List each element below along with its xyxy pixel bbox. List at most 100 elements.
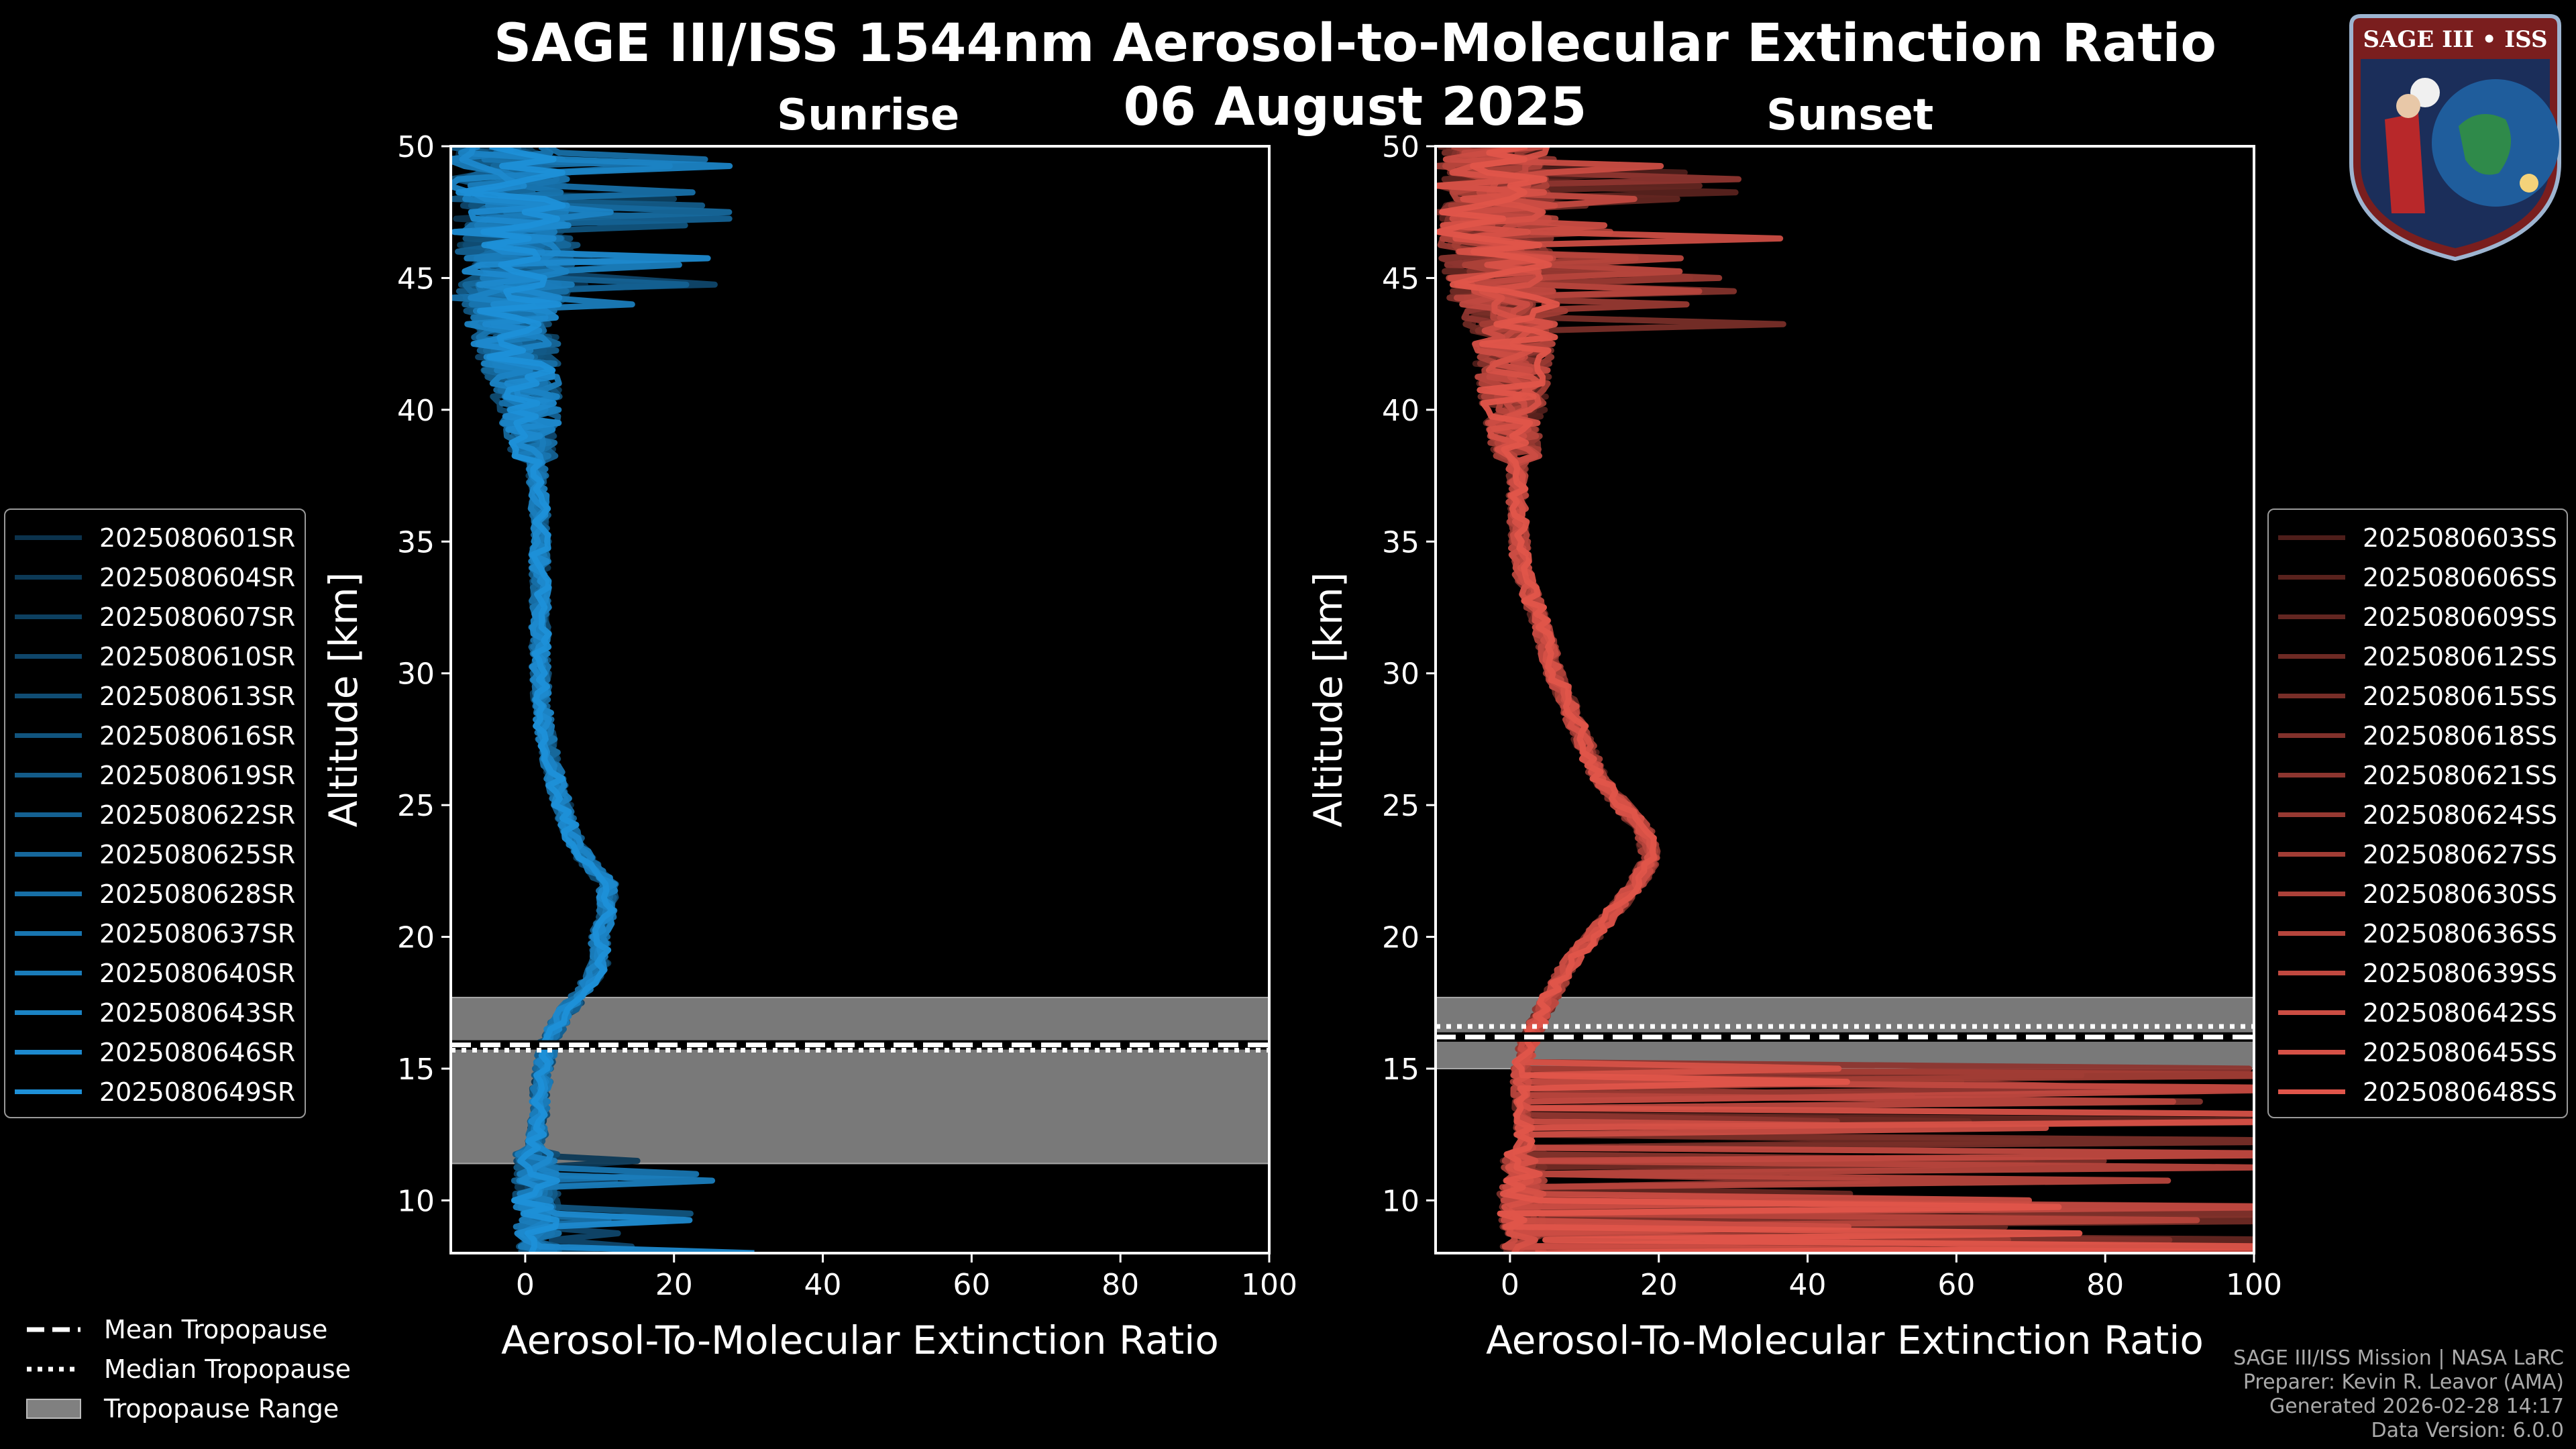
sunset-legend-swatch <box>2278 812 2345 817</box>
sunrise-y-tick-label: 45 <box>397 262 435 296</box>
sunrise-panel-title: Sunrise <box>777 91 960 140</box>
sunset-legend-label: 2025080624SS <box>2363 800 2558 830</box>
sunrise-y-axis-label: Altitude [km] <box>321 572 366 827</box>
sunset-legend-swatch <box>2278 575 2345 580</box>
logo-text: SAGE III • ISS <box>2363 26 2547 53</box>
sunset-legend-item: 2025080624SS <box>2278 795 2557 835</box>
sunrise-legend-swatch <box>15 1089 82 1094</box>
footer-line-2: Preparer: Kevin R. Leavor (AMA) <box>2243 1371 2564 1394</box>
sunrise-legend-label: 2025080649SR <box>99 1077 296 1107</box>
sunrise-legend-label: 2025080619SR <box>99 760 296 790</box>
sunrise-legend-label: 2025080628SR <box>99 879 296 909</box>
sunset-y-tick-label: 10 <box>1382 1184 1419 1218</box>
sunset-legend-label: 2025080642SS <box>2363 998 2558 1028</box>
sunrise-plot: 0 20 40 60 80 100 10 15 20 25 30 35 40 45 50 Aerosol-To… <box>321 130 1297 1363</box>
sunrise-legend-item: 2025080625SR <box>15 835 295 874</box>
sunset-y-tick-label: 15 <box>1382 1053 1419 1087</box>
sunrise-x-tick-label: 60 <box>953 1268 990 1302</box>
sunrise-y-tick-label: 10 <box>397 1184 435 1218</box>
sunset-legend-swatch <box>2278 614 2345 619</box>
sunset-legend-label: 2025080621SS <box>2363 760 2558 790</box>
sunset-x-tick-label: 20 <box>1640 1268 1678 1302</box>
sunset-x-tick-label: 0 <box>1501 1268 1519 1302</box>
sunset-legend-label: 2025080603SS <box>2363 523 2558 553</box>
sunset-legend-item: 2025080630SS <box>2278 874 2557 914</box>
sunrise-legend-label: 2025080643SR <box>99 998 296 1028</box>
sunrise-legend-item: 2025080649SR <box>15 1072 295 1112</box>
sunrise-x-tick-label: 100 <box>1241 1268 1297 1302</box>
sunset-y-tick-label: 40 <box>1382 394 1419 428</box>
sunrise-legend-item: 2025080610SR <box>15 637 295 676</box>
sunset-legend-swatch <box>2278 694 2345 698</box>
footer-line-4: Data Version: 6.0.0 <box>2371 1419 2564 1442</box>
sunrise-legend-swatch <box>15 575 82 580</box>
legend-mean-label: Mean Tropopause <box>104 1314 328 1344</box>
sunrise-y-tick-label: 30 <box>397 657 435 692</box>
sunset-legend-swatch <box>2278 852 2345 857</box>
sunrise-legend-item: 2025080607SR <box>15 597 295 637</box>
sunrise-x-axis-label: Aerosol-To-Molecular Extinction Ratio <box>501 1318 1219 1363</box>
sunset-legend-swatch <box>2278 773 2345 777</box>
sunset-legend-swatch <box>2278 931 2345 936</box>
sunset-x-tick-label: 80 <box>2086 1268 2124 1302</box>
sunrise-x-tick-label: 0 <box>516 1268 535 1302</box>
sunset-y-tick-label: 50 <box>1382 130 1419 164</box>
sunset-legend-item: 2025080603SS <box>2278 518 2557 557</box>
sunrise-legend-swatch <box>15 654 82 659</box>
sunrise-legend-item: 2025080637SR <box>15 914 295 953</box>
sunrise-legend-item: 2025080628SR <box>15 874 295 914</box>
sunrise-legend-label: 2025080640SR <box>99 958 296 988</box>
chart-title: SAGE III/ISS 1544nm Aerosol-to-Molecular… <box>494 13 2216 74</box>
sunset-legend-item: 2025080615SS <box>2278 676 2557 716</box>
sunrise-legend-swatch <box>15 694 82 698</box>
sunset-legend-label: 2025080636SS <box>2363 918 2558 949</box>
sunset-legend-swatch <box>2278 1089 2345 1094</box>
legend-tropopause-range: Tropopause Range <box>23 1389 351 1428</box>
sunrise-legend-label: 2025080646SR <box>99 1037 296 1067</box>
sunset-legend-item: 2025080636SS <box>2278 914 2557 953</box>
sunset-plot-frame <box>1434 145 2255 1254</box>
sunrise-legend-item: 2025080619SR <box>15 755 295 795</box>
sunset-legend-swatch <box>2278 733 2345 738</box>
sunset-y-tick-label: 45 <box>1382 262 1419 296</box>
legend-median-label: Median Tropopause <box>104 1354 351 1384</box>
sunset-plot: 0 20 40 60 80 100 10 15 20 25 30 35 40 45 50 Aerosol-To… <box>1305 130 2282 1363</box>
sunrise-legend-item: 2025080646SR <box>15 1032 295 1072</box>
sunrise-legend-swatch <box>15 773 82 777</box>
sunrise-legend-swatch <box>15 852 82 857</box>
footer-line-1: SAGE III/ISS Mission | NASA LaRC <box>2233 1346 2564 1370</box>
sunset-legend-label: 2025080627SS <box>2363 839 2558 869</box>
sunset-x-tick-label: 60 <box>1937 1268 1975 1302</box>
sunrise-legend-item: 2025080604SR <box>15 557 295 597</box>
sunrise-y-tick-label: 40 <box>397 394 435 428</box>
sunrise-legend: 2025080601SR 2025080604SR 2025080607SR 2025… <box>4 508 307 1118</box>
sunrise-legend-swatch <box>15 1010 82 1015</box>
sunrise-legend-swatch <box>15 971 82 975</box>
sunrise-x-tick-label: 80 <box>1102 1268 1139 1302</box>
legend-range-label: Tropopause Range <box>104 1393 339 1424</box>
sunset-legend-label: 2025080645SS <box>2363 1037 2558 1067</box>
sunset-legend-label: 2025080612SS <box>2363 641 2558 672</box>
sunrise-legend-label: 2025080610SR <box>99 641 296 672</box>
sunrise-legend-swatch <box>15 1050 82 1055</box>
sunset-profiles <box>1436 146 2254 1253</box>
sunrise-plot-frame <box>449 145 1271 1254</box>
sunset-legend-item: 2025080606SS <box>2278 557 2557 597</box>
sunrise-legend-label: 2025080637SR <box>99 918 296 949</box>
footer-line-3: Generated 2026-02-28 14:17 <box>2269 1395 2564 1418</box>
sunset-y-axis-label: Altitude [km] <box>1305 572 1351 827</box>
sunset-x-tick-label: 100 <box>2226 1268 2282 1302</box>
sunset-panel-title: Sunset <box>1766 91 1934 140</box>
sunrise-y-tick-label: 20 <box>397 921 435 955</box>
sunrise-tropopause-range <box>450 996 1270 1165</box>
sunrise-series-line <box>455 146 616 1253</box>
sunrise-legend-item: 2025080613SR <box>15 676 295 716</box>
sunrise-legend-swatch <box>15 535 82 540</box>
sage-iii-iss-logo: SAGE III • ISS <box>2349 14 2561 262</box>
legend-median-tropopause: Median Tropopause <box>23 1349 351 1389</box>
sunrise-y-tick-label: 35 <box>397 525 435 559</box>
sunset-legend-swatch <box>2278 654 2345 659</box>
sunrise-profiles <box>451 146 755 1253</box>
sunset-legend-label: 2025080648SS <box>2363 1077 2558 1107</box>
